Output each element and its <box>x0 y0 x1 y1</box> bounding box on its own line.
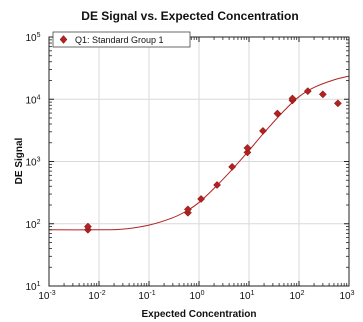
data-point-diamond <box>333 99 342 108</box>
x-tick-label: 102 <box>289 290 304 302</box>
data-point-diamond <box>243 148 252 157</box>
data-point-diamond <box>318 90 327 99</box>
data-point-diamond <box>228 162 237 171</box>
chart-title: DE Signal vs. Expected Concentration <box>81 9 298 23</box>
tick-layer: 10-3 10-2 10-1 100 101 102 103 101 102 103 104 105 <box>25 32 354 302</box>
x-tick-label: 101 <box>239 290 254 302</box>
y-tick-label: 101 <box>25 281 40 293</box>
legend-box <box>52 31 191 48</box>
grid-layer <box>48 36 350 287</box>
y-tick-label: 103 <box>25 157 40 169</box>
y-tick-label: 104 <box>25 94 40 106</box>
data-point-diamond <box>197 195 206 203</box>
data-point-diamond <box>183 205 192 214</box>
x-tick-label: 10-3 <box>38 290 55 302</box>
data-point-diamond <box>258 126 267 135</box>
points-layer <box>83 87 342 234</box>
x-tick-label: 100 <box>189 290 204 302</box>
x-tick-label: 10-2 <box>88 290 105 302</box>
data-point-diamond <box>273 109 282 118</box>
legend-marker-diamond-icon <box>59 35 68 44</box>
legend-entry-label: Q1: Standard Group 1 <box>75 35 164 45</box>
x-tick-label: 103 <box>339 290 354 302</box>
y-tick-label: 102 <box>25 219 40 231</box>
data-point-diamond <box>303 87 312 96</box>
data-point-diamond <box>288 94 297 103</box>
y-axis-label: DE Signal <box>14 137 25 184</box>
data-point-diamond <box>243 144 252 152</box>
data-point-diamond <box>213 180 222 189</box>
legend: Q1: Standard Group 1 <box>52 31 191 48</box>
data-point-diamond <box>83 222 92 231</box>
x-tick-label: 10-1 <box>138 290 155 302</box>
x-axis-label: Expected Concentration <box>141 309 256 320</box>
y-tick-label: 105 <box>25 32 40 44</box>
